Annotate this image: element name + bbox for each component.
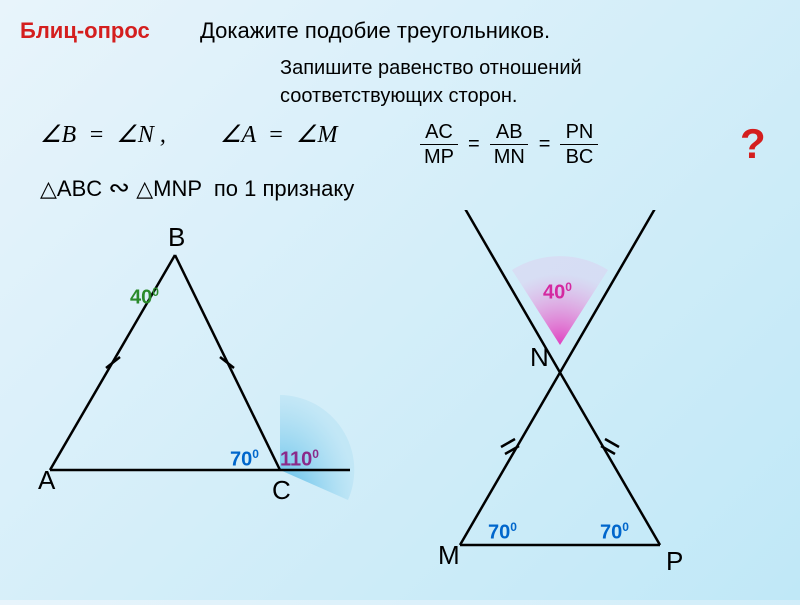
subtitle: Запишите равенство отношений соответству… <box>280 54 582 110</box>
quiz-title: Блиц-опрос <box>20 18 150 44</box>
question-mark: ? <box>740 120 766 168</box>
similarity-symbol: ∾ <box>108 172 130 202</box>
triangles-svg <box>0 210 800 600</box>
proof-statement: △ABC ∾ △MNP по 1 признаку <box>40 172 354 203</box>
fraction-2: AB MN <box>490 120 529 169</box>
subtitle-line2: соответствующих сторон. <box>280 85 517 107</box>
angle-M: ∠M <box>296 122 338 148</box>
vertex-A: A <box>38 465 55 496</box>
tick-NM-2 <box>505 446 519 454</box>
tri2-name: MNP <box>153 176 202 201</box>
angle-equality-1: ∠B = ∠N , <box>40 120 166 149</box>
fraction-1: AC MP <box>420 120 458 169</box>
frac2-den: MN <box>490 145 529 169</box>
angle-C-interior: 700 <box>230 447 259 472</box>
vertex-M: M <box>438 540 460 571</box>
tick-NM-1 <box>501 439 515 447</box>
tri1-name: ABC <box>57 176 102 201</box>
tick-AB <box>106 357 120 368</box>
angle-B-value: 400 <box>130 285 159 310</box>
equals-2: = <box>539 133 551 156</box>
angle-A: ∠A <box>220 122 256 148</box>
angle-P-value: 700 <box>600 520 629 545</box>
vertex-C: C <box>272 475 291 506</box>
frac2-num: AB <box>490 120 528 145</box>
angle-M-value: 700 <box>488 520 517 545</box>
main-title: Докажите подобие треугольников. <box>200 18 550 44</box>
equals-1: = <box>468 133 480 156</box>
tick-NP-2 <box>601 446 615 454</box>
angle-N: ∠N <box>116 122 154 148</box>
proof-reason: по 1 признаку <box>214 176 354 201</box>
vertex-N: N <box>530 342 549 373</box>
angle-C-exterior: 1100 <box>280 447 319 472</box>
vertex-P: P <box>666 546 683 577</box>
frac3-num: PN <box>560 120 598 145</box>
vertex-B: B <box>168 222 185 253</box>
frac3-den: BC <box>560 145 598 169</box>
ratio-equation: AC MP = AB MN = PN BC <box>420 120 598 169</box>
subtitle-line1: Запишите равенство отношений <box>280 57 582 79</box>
angle-N-top: 400 <box>543 280 572 305</box>
fraction-3: PN BC <box>560 120 598 169</box>
angle-equality-2: ∠A = ∠M <box>220 120 337 149</box>
tick-NP-1 <box>605 439 619 447</box>
frac1-num: AC <box>420 120 458 145</box>
diagram-area: A B C 400 700 1100 M N P 400 700 700 <box>0 210 800 600</box>
frac1-den: MP <box>420 145 458 169</box>
angle-B: ∠B <box>40 122 76 148</box>
